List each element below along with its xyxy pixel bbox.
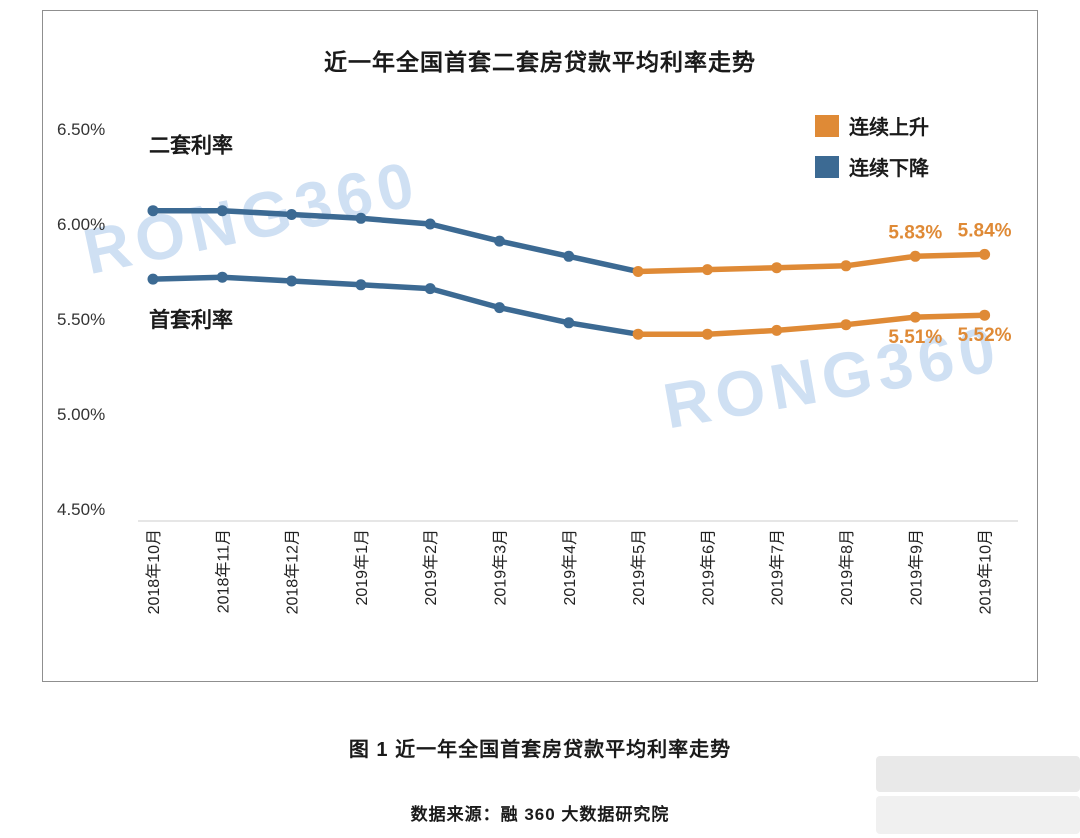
figure-caption: 图 1 近一年全国首套房贷款平均利率走势 [348, 739, 732, 761]
legend-label: 连续上升 [849, 117, 929, 139]
data-point [286, 275, 298, 287]
series-line [635, 251, 988, 275]
data-point [909, 311, 921, 323]
x-tick-label: 2019年10月 [977, 529, 995, 614]
data-source: 数据来源：融 360 大数据研究院 [410, 805, 670, 824]
legend-item: 连续上升 [815, 111, 929, 140]
point-label: 5.83% [888, 222, 942, 243]
y-tick-label: 5.00% [57, 405, 105, 424]
data-point [286, 209, 298, 220]
x-tick-label: 2019年2月 [422, 529, 440, 606]
legend-swatch [815, 155, 839, 178]
legend-swatch [815, 114, 839, 137]
data-point [355, 279, 367, 291]
data-point [771, 262, 783, 274]
legend-label: 连续下降 [849, 158, 929, 180]
data-point [424, 218, 436, 230]
data-point [424, 283, 436, 295]
data-point [771, 324, 783, 336]
y-tick-label: 6.00% [57, 215, 105, 234]
x-tick-label: 2019年6月 [699, 529, 717, 606]
series-label: 首套利率 [149, 308, 233, 332]
x-tick-label: 2018年11月 [214, 529, 232, 613]
x-tick-label: 2019年7月 [769, 529, 787, 606]
data-point [701, 264, 713, 276]
data-point [147, 205, 159, 217]
data-point [632, 328, 644, 340]
chart-container: 近一年全国首套二套房贷款平均利率走势 RONG360 RONG360 6.50% 6.… [42, 10, 1038, 682]
data-point [494, 302, 505, 314]
x-tick-label: 2018年10月 [145, 529, 163, 614]
redacted-block [876, 756, 1080, 838]
data-point [909, 250, 921, 262]
x-tick-label: 2019年4月 [561, 529, 579, 606]
point-label: 5.51% [888, 327, 942, 348]
chart-title: 近一年全国首套二套房贷款平均利率走势 [324, 49, 756, 75]
data-point [216, 271, 228, 283]
data-point [147, 273, 159, 285]
data-point [494, 235, 505, 247]
point-label: 5.52% [958, 325, 1012, 346]
data-point [701, 328, 713, 340]
data-point [216, 205, 228, 217]
legend-item: 连续下降 [815, 152, 929, 181]
series-line [635, 312, 988, 337]
chart-legend: 连续上升 连续下降 [815, 111, 929, 181]
series-line [150, 274, 641, 337]
data-point [563, 317, 575, 329]
data-point [840, 319, 852, 331]
redacted-bar [876, 796, 1080, 834]
data-point [355, 212, 367, 224]
chart-plot: RONG360RONG3606.50%6.00%5.50%5.00%4.50%2… [57, 120, 1018, 614]
y-tick-label: 4.50% [57, 500, 105, 519]
x-tick-label: 2019年1月 [353, 529, 371, 606]
x-tick-label: 2019年5月 [630, 529, 648, 606]
y-tick-label: 6.50% [57, 120, 105, 139]
series-line [150, 207, 641, 275]
x-tick-label: 2019年9月 [907, 529, 925, 606]
data-point [840, 260, 852, 272]
series-label: 二套利率 [149, 134, 233, 158]
x-tick-label: 2018年12月 [284, 529, 302, 614]
y-tick-label: 5.50% [57, 310, 105, 329]
data-point [979, 309, 991, 321]
data-point [632, 266, 644, 277]
redacted-bar [876, 756, 1080, 792]
data-point [979, 248, 991, 260]
x-tick-label: 2019年3月 [492, 529, 510, 606]
point-label: 5.84% [958, 220, 1012, 241]
data-point [563, 250, 575, 262]
x-tick-label: 2019年8月 [838, 529, 856, 606]
